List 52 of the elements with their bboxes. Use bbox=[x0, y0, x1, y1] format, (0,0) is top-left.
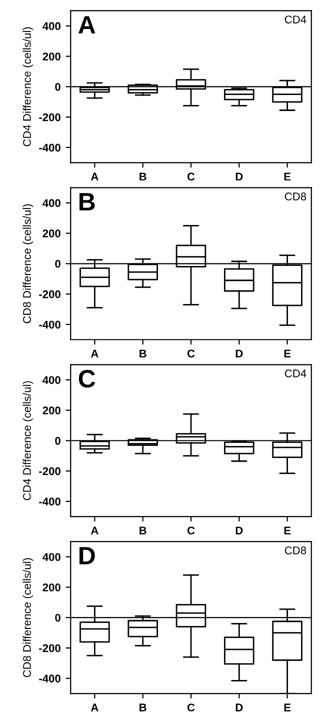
annotation: D bbox=[80, 547, 95, 564]
y-tick-label: -400 bbox=[39, 674, 60, 682]
x-tick-label: B bbox=[140, 526, 146, 534]
chart-title: CD8 bbox=[284, 546, 306, 554]
x-tick-label: B bbox=[140, 704, 146, 712]
y-tick-label: 200 bbox=[42, 230, 60, 238]
chart-title: CD4 bbox=[284, 370, 306, 378]
x-tick-label: D bbox=[236, 172, 243, 180]
x-tick-label: A bbox=[90, 350, 98, 358]
x-tick-label: E bbox=[284, 172, 291, 180]
x-tick-label: E bbox=[284, 526, 291, 534]
y-tick-label: 400 bbox=[42, 553, 60, 561]
y-axis-title: CD8 Difference (cells/ul) bbox=[22, 204, 34, 324]
y-axis-title: CD4 Difference (cells/ul) bbox=[22, 27, 34, 146]
y-tick-label: -200 bbox=[39, 113, 60, 122]
y-tick-label: -200 bbox=[39, 644, 60, 652]
x-tick-label: B bbox=[140, 350, 146, 358]
x-tick-label: E bbox=[284, 704, 291, 712]
y-tick-label: 400 bbox=[42, 199, 60, 208]
x-tick-label: D bbox=[236, 350, 243, 358]
x-tick-label: A bbox=[90, 526, 98, 534]
y-axis-title: CD4 Difference (cells/ul) bbox=[22, 381, 34, 500]
y-tick-label: -400 bbox=[39, 144, 60, 152]
y-tick-label: -200 bbox=[39, 467, 60, 476]
y-axis-title: CD8 Difference (cells/ul) bbox=[22, 558, 34, 678]
annotation: A bbox=[78, 16, 96, 34]
y-tick-label: 0 bbox=[55, 82, 60, 91]
y-tick-label: 400 bbox=[42, 22, 60, 30]
annotation: B bbox=[80, 193, 95, 210]
y-tick-label: 400 bbox=[42, 376, 60, 384]
y-tick-label: 0 bbox=[55, 260, 60, 268]
y-tick-label: -200 bbox=[39, 290, 60, 298]
x-tick-label: C bbox=[187, 172, 195, 181]
x-tick-label: C bbox=[187, 526, 195, 534]
x-tick-label: A bbox=[90, 704, 98, 712]
y-tick-label: 0 bbox=[55, 436, 60, 445]
x-tick-label: A bbox=[90, 172, 98, 180]
x-tick-label: B bbox=[140, 172, 146, 180]
y-tick-label: -400 bbox=[39, 320, 60, 329]
chart-title: CD4 bbox=[284, 16, 306, 24]
x-tick-label: E bbox=[284, 350, 291, 358]
y-tick-label: 200 bbox=[42, 406, 60, 414]
y-tick-label: -400 bbox=[39, 498, 60, 506]
x-tick-label: D bbox=[236, 704, 243, 712]
annotation: C bbox=[78, 370, 96, 388]
x-tick-label: D bbox=[236, 526, 243, 534]
y-tick-label: 200 bbox=[42, 583, 60, 592]
y-tick-label: 200 bbox=[42, 52, 60, 60]
x-tick-label: C bbox=[187, 704, 195, 712]
y-tick-label: 0 bbox=[55, 614, 60, 622]
chart-title: CD8 bbox=[284, 192, 306, 200]
x-tick-label: C bbox=[187, 350, 195, 358]
